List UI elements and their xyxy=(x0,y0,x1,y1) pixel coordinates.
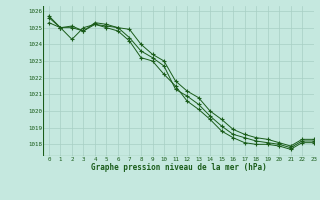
X-axis label: Graphe pression niveau de la mer (hPa): Graphe pression niveau de la mer (hPa) xyxy=(91,163,266,172)
